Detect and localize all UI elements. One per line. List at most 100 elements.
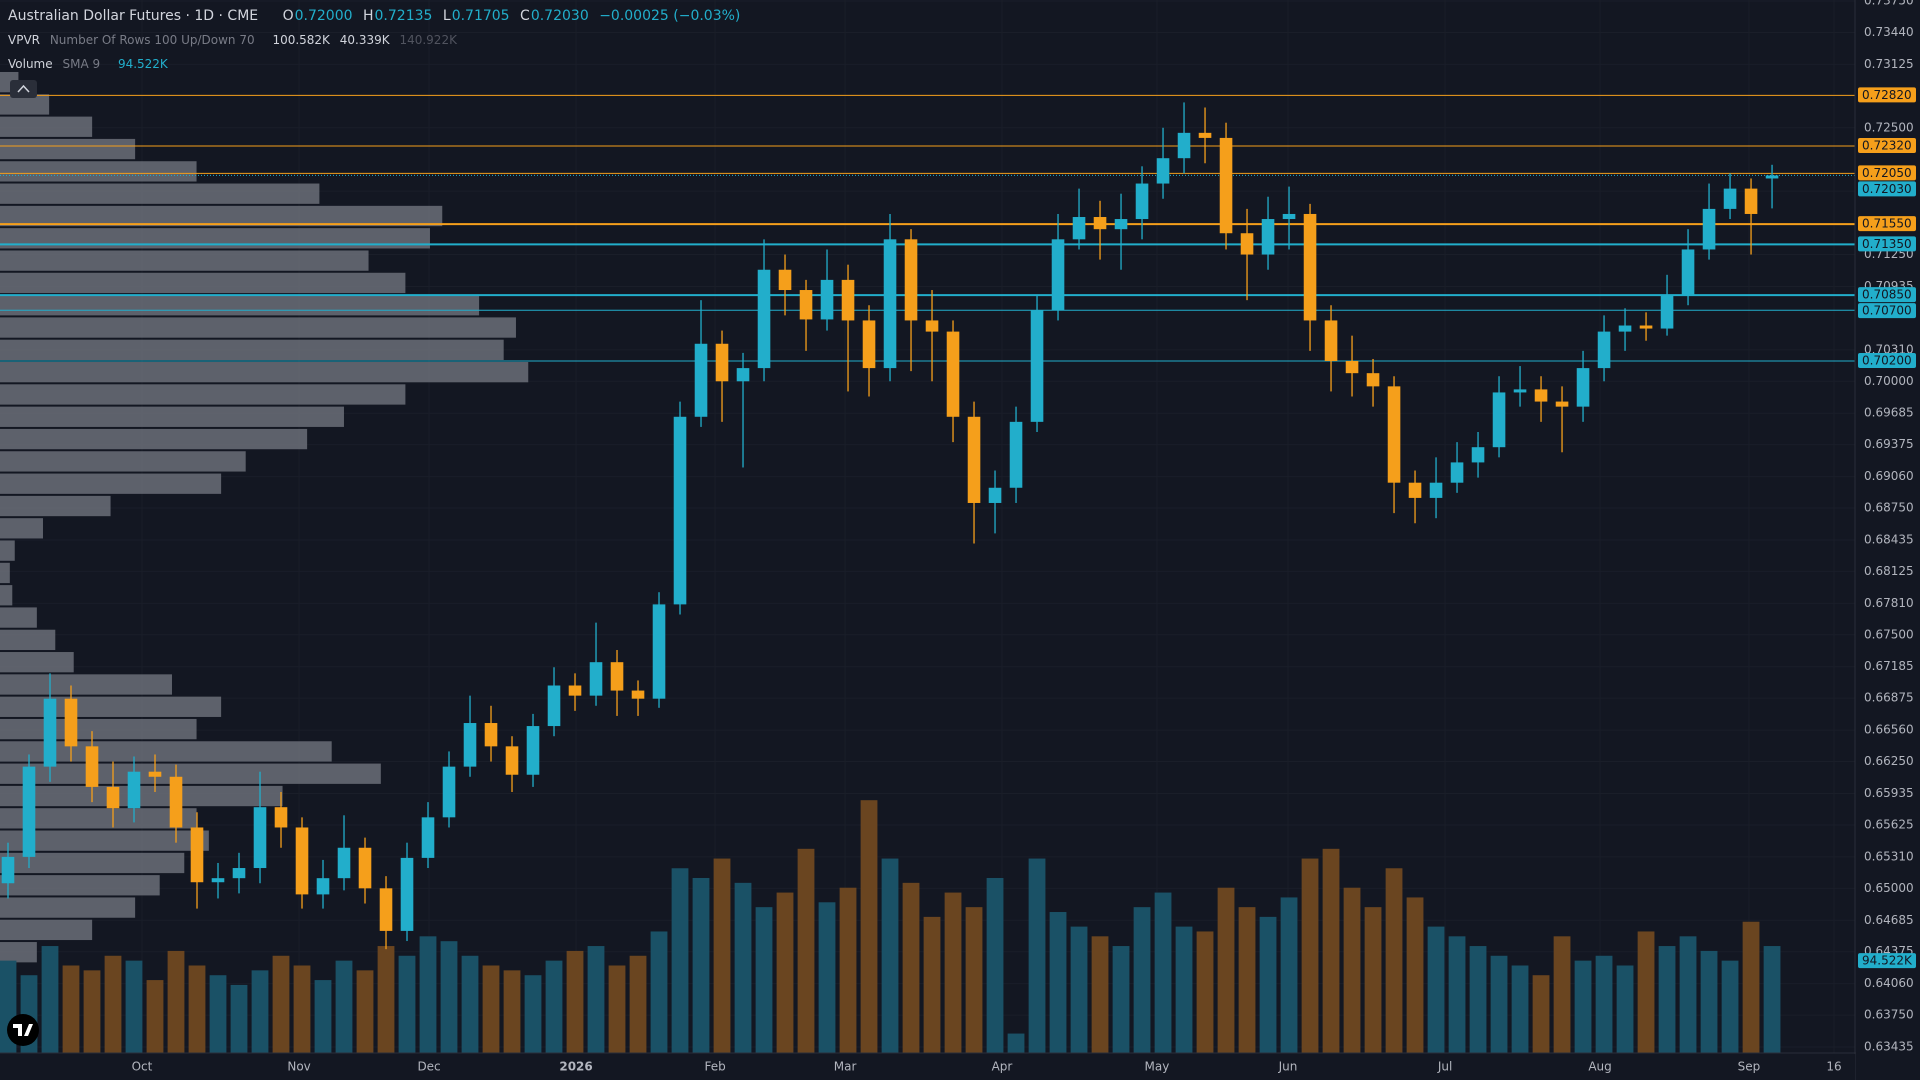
vpvr-row (0, 295, 480, 316)
volume-bar (1763, 946, 1781, 1053)
candle-body (904, 239, 918, 321)
candle-body (820, 279, 834, 320)
legend-close: 0.72030 (530, 8, 589, 24)
volume-bar (1658, 946, 1676, 1053)
candle-body (22, 766, 36, 857)
volume-bar (335, 960, 353, 1053)
vpvr-name: VPVR (8, 33, 40, 47)
vpvr-row (0, 161, 197, 182)
vpvr-row (0, 852, 185, 874)
vpvr-row (0, 518, 43, 539)
volume-bar (272, 955, 290, 1053)
vpvr-row (0, 384, 406, 405)
volume-bar (944, 892, 962, 1053)
volume-bar (251, 970, 269, 1053)
y-tick-label: 0.72500 (1864, 120, 1914, 134)
y-tick-label: 0.73125 (1864, 57, 1914, 71)
y-tick-label: 0.64060 (1864, 976, 1914, 990)
logo[interactable] (7, 1014, 39, 1046)
vpvr-row (0, 652, 74, 673)
collapse-button[interactable] (10, 80, 37, 98)
candle-body (463, 723, 477, 767)
candle-body (1051, 239, 1065, 311)
candle-body (1534, 389, 1548, 402)
candle-body (715, 343, 729, 382)
candle-body (1177, 132, 1191, 159)
candle-body (148, 771, 162, 777)
candle-body (589, 662, 603, 696)
y-tick-label: 0.68435 (1864, 532, 1914, 546)
price-label-box (1858, 953, 1916, 969)
x-tick-label: Jun (1278, 1060, 1298, 1074)
vpvr-row (0, 875, 160, 896)
volume-bar (776, 892, 794, 1053)
vpvr-row (0, 741, 332, 762)
candle-body (274, 807, 288, 828)
candle-body (400, 857, 414, 931)
candle-body (1219, 137, 1233, 234)
volume-bar (713, 858, 731, 1053)
volume-bar (293, 965, 311, 1053)
candle-body (841, 279, 855, 321)
vpvr-row (0, 763, 381, 784)
candle-body (232, 868, 246, 879)
candle-body (694, 343, 708, 417)
volume-bar (545, 960, 563, 1053)
y-tick-label: 0.63750 (1864, 1008, 1914, 1022)
legend-l: L (442, 8, 451, 24)
volume-bar (1637, 931, 1655, 1053)
vpvr-row (0, 585, 13, 606)
price-label-box (1858, 181, 1916, 197)
candle-body (1555, 401, 1569, 407)
candle-body (1723, 188, 1737, 209)
y-tick-label: 0.73750 (1864, 0, 1914, 8)
volume-bar (1133, 907, 1151, 1053)
vpvr-row (0, 406, 344, 427)
x-tick-label: 16 (1826, 1060, 1841, 1074)
volume-bar (1406, 897, 1424, 1053)
title-row: Australian Dollar Futures · 1D · CME O0.… (8, 4, 746, 28)
candle-body (778, 269, 792, 291)
candle-body (1429, 482, 1443, 498)
candle-body (1261, 219, 1275, 255)
vpvr-row (0, 562, 10, 584)
volume-bar (1511, 965, 1529, 1053)
vpvr-row: VPVR Number Of Rows 100 Up/Down 70 100.5… (8, 28, 746, 52)
volume-bar (1385, 868, 1403, 1053)
vpvr-down: 40.339K (339, 33, 390, 47)
volume-bar (860, 800, 878, 1053)
candle-body (337, 847, 351, 879)
x-tick-label: Mar (834, 1060, 857, 1074)
candle-body (1198, 132, 1212, 138)
vpvr-row (0, 919, 93, 941)
candle-body (652, 604, 666, 699)
candle-body (568, 685, 582, 696)
volume-bar (692, 877, 710, 1053)
y-tick-label: 0.66560 (1864, 723, 1914, 737)
volume-bar (1028, 858, 1046, 1053)
candle-body (106, 786, 120, 809)
vpvr-row (0, 250, 369, 271)
vpvr-row (0, 607, 37, 628)
candle-body (1366, 373, 1380, 387)
candle-body (883, 239, 897, 369)
volume-sma: 94.522K (117, 57, 168, 71)
candle-body (862, 320, 876, 369)
volume-bar (881, 858, 899, 1053)
legend-o: O (282, 8, 294, 24)
volume-bar (629, 955, 647, 1053)
volume-bar (1595, 955, 1613, 1053)
vpvr-row (0, 674, 172, 695)
x-tick-label: Oct (132, 1060, 153, 1074)
volume-bar (1700, 950, 1718, 1053)
candle-body (1471, 447, 1485, 463)
vpvr-up: 100.582K (272, 33, 330, 47)
y-tick-label: 0.67185 (1864, 659, 1914, 673)
vpvr-row (0, 205, 443, 227)
header: Australian Dollar Futures · 1D · CME O0.… (8, 4, 746, 76)
y-tick-label: 0.68125 (1864, 564, 1914, 578)
y-tick-label: 0.67500 (1864, 627, 1914, 641)
vpvr-row (0, 629, 56, 651)
vpvr-row (0, 272, 406, 294)
